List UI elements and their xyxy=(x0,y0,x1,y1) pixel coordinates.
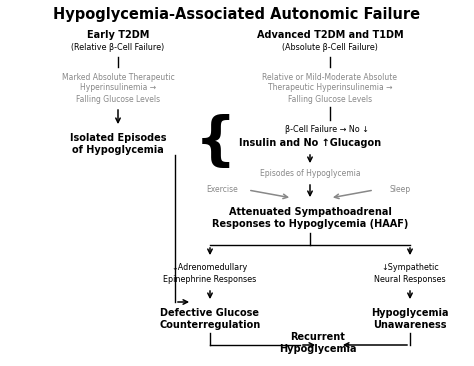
Text: Hyperinsulinemia →: Hyperinsulinemia → xyxy=(80,83,156,93)
Text: Neural Responses: Neural Responses xyxy=(374,276,446,284)
Text: Falling Glucose Levels: Falling Glucose Levels xyxy=(288,94,372,104)
Text: Falling Glucose Levels: Falling Glucose Levels xyxy=(76,94,160,104)
Text: ↓Adrenomedullary: ↓Adrenomedullary xyxy=(172,264,248,273)
Text: Responses to Hypoglycemia (HAAF): Responses to Hypoglycemia (HAAF) xyxy=(212,219,408,229)
Text: {: { xyxy=(195,115,237,172)
Text: ↓Sympathetic: ↓Sympathetic xyxy=(381,264,439,273)
Text: Hypoglycemia-Associated Autonomic Failure: Hypoglycemia-Associated Autonomic Failur… xyxy=(54,7,420,22)
Text: Isolated Episodes: Isolated Episodes xyxy=(70,133,166,143)
Text: Hypoglycemia: Hypoglycemia xyxy=(279,344,357,354)
Text: Early T2DM: Early T2DM xyxy=(87,30,149,40)
Text: Therapeutic Hyperinsulinemia →: Therapeutic Hyperinsulinemia → xyxy=(268,83,392,93)
Text: Relative or Mild-Moderate Absolute: Relative or Mild-Moderate Absolute xyxy=(263,72,398,82)
Text: Counterregulation: Counterregulation xyxy=(159,320,261,330)
Text: Unawareness: Unawareness xyxy=(373,320,447,330)
Text: β-Cell Failure → No ↓: β-Cell Failure → No ↓ xyxy=(285,126,369,134)
Text: (Absolute β-Cell Failure): (Absolute β-Cell Failure) xyxy=(282,44,378,52)
Text: Hypoglycemia: Hypoglycemia xyxy=(371,308,449,318)
Text: Attenuated Sympathoadrenal: Attenuated Sympathoadrenal xyxy=(228,207,392,217)
Text: Defective Glucose: Defective Glucose xyxy=(161,308,259,318)
Text: of Hypoglycemia: of Hypoglycemia xyxy=(72,145,164,155)
Text: Advanced T2DM and T1DM: Advanced T2DM and T1DM xyxy=(257,30,403,40)
Text: Insulin and No ↑Glucagon: Insulin and No ↑Glucagon xyxy=(239,138,381,148)
Text: Epinephrine Responses: Epinephrine Responses xyxy=(164,276,256,284)
Text: Episodes of Hypoglycemia: Episodes of Hypoglycemia xyxy=(260,169,360,179)
Text: Sleep: Sleep xyxy=(390,186,410,194)
Text: Exercise: Exercise xyxy=(206,186,238,194)
Text: (Relative β-Cell Failure): (Relative β-Cell Failure) xyxy=(72,44,164,52)
Text: Recurrent: Recurrent xyxy=(291,332,346,342)
Text: Marked Absolute Therapeutic: Marked Absolute Therapeutic xyxy=(62,72,174,82)
